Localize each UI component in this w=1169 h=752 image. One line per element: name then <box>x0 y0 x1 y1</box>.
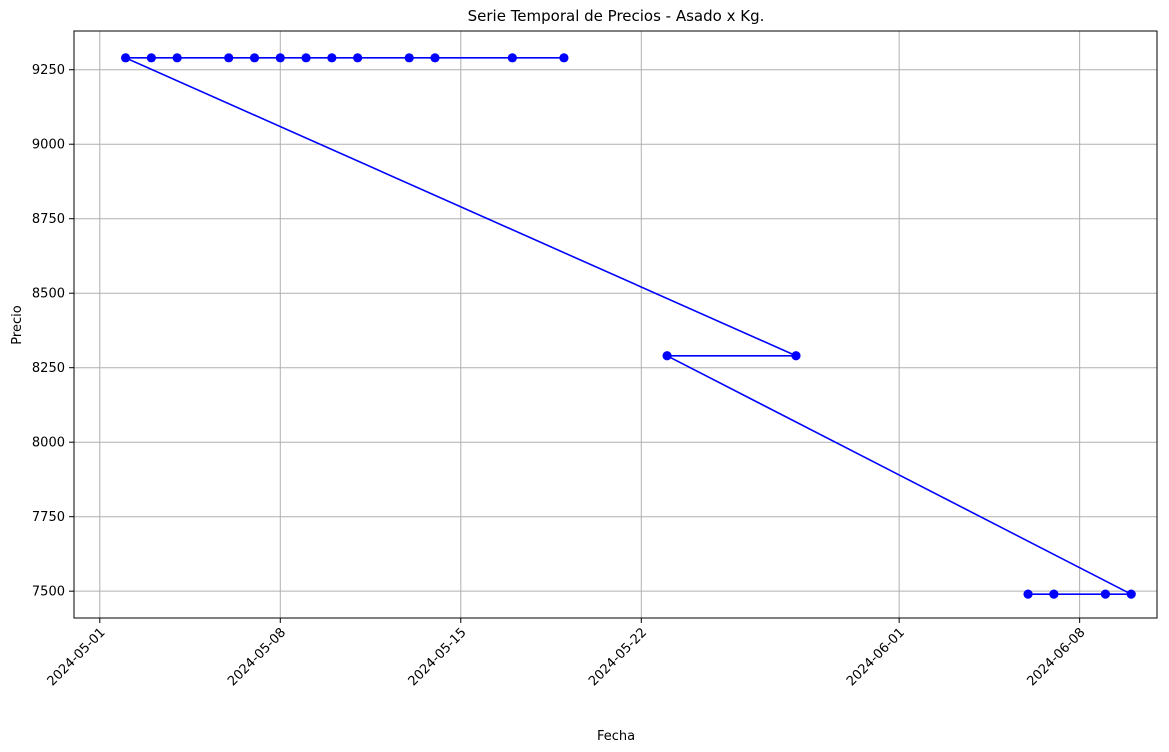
x-tick-label: 2024-05-22 <box>586 625 650 689</box>
y-axis: 7500 7750 8000 8250 8500 8750 9000 9250 <box>32 63 74 600</box>
x-tick-label: 2024-05-08 <box>225 625 289 689</box>
series-layer <box>120 53 1136 599</box>
data-point <box>1126 589 1136 599</box>
y-tick-label: 9000 <box>32 138 65 153</box>
x-axis: 2024-05-01 2024-05-08 2024-05-15 2024-05-22… <box>45 618 1088 689</box>
chart-title: Serie Temporal de Precios - Asado x Kg. <box>468 7 765 25</box>
data-point <box>172 53 182 63</box>
y-tick-label: 8250 <box>32 361 65 376</box>
x-tick-label: 2024-06-01 <box>844 625 908 689</box>
data-point <box>507 53 517 63</box>
y-tick-label: 9250 <box>32 63 65 78</box>
data-point <box>353 53 363 63</box>
plot-frame <box>73 30 1158 619</box>
y-tick-label: 8500 <box>32 287 65 302</box>
y-tick-label: 8000 <box>32 436 65 451</box>
data-point <box>791 351 801 361</box>
data-point <box>224 53 234 63</box>
x-tick-label: 2024-05-15 <box>406 625 470 689</box>
y-tick-label: 8750 <box>32 212 65 227</box>
x-tick-label: 2024-06-08 <box>1024 625 1088 689</box>
data-point <box>559 53 569 63</box>
x-axis-label: Fecha <box>597 729 635 744</box>
grid <box>74 31 1157 618</box>
y-tick-label: 7500 <box>32 585 65 600</box>
data-point <box>301 53 311 63</box>
data-point <box>327 53 337 63</box>
data-point <box>404 53 414 63</box>
data-point <box>249 53 260 63</box>
data-point <box>1100 589 1111 599</box>
data-point <box>275 53 285 63</box>
data-point <box>146 53 156 63</box>
data-point <box>120 53 131 63</box>
data-point <box>1023 589 1033 599</box>
x-tick-label: 2024-05-01 <box>45 625 109 689</box>
data-point <box>662 351 672 361</box>
data-point <box>1049 589 1059 599</box>
series-line <box>124 57 1133 595</box>
data-point <box>430 53 440 63</box>
y-axis-label: Precio <box>10 305 25 344</box>
y-tick-label: 7750 <box>32 510 65 525</box>
